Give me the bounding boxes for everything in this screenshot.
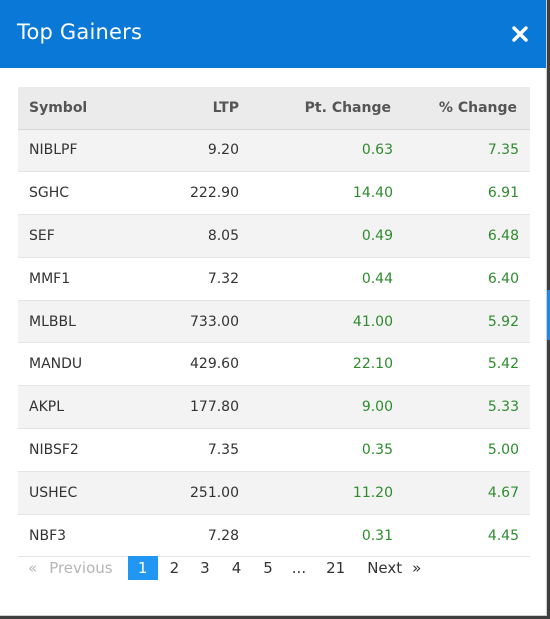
cell-pt-change: 11.20 [239, 471, 394, 515]
table-row[interactable]: USHEC 251.00 11.20 4.67 [18, 471, 530, 515]
cell-pt-change: 22.10 [239, 342, 394, 387]
table-header-row: Symbol LTP Pt. Change % Change [18, 87, 530, 130]
cell-ltp: 177.80 [148, 385, 239, 430]
gainers-table: Symbol LTP Pt. Change % Change NIBLPF 9.… [18, 87, 530, 558]
cell-ltp: 7.35 [148, 428, 239, 472]
cell-symbol[interactable]: AKPL [18, 385, 148, 430]
cell-symbol[interactable]: SEF [18, 214, 148, 258]
page-button-4[interactable]: 4 [231, 559, 242, 577]
cell-ltp: 251.00 [148, 471, 239, 515]
cell-pt-change: 0.49 [239, 214, 394, 258]
cell-ltp: 429.60 [148, 342, 239, 387]
cell-symbol[interactable]: NBF3 [18, 514, 148, 558]
table-row[interactable]: NIBLPF 9.20 0.63 7.35 [18, 129, 530, 173]
cell-symbol[interactable]: MMF1 [18, 257, 148, 301]
modal-header: Top Gainers [0, 0, 546, 68]
cell-ltp: 222.90 [148, 171, 239, 216]
cell-pt-change: 0.63 [239, 129, 394, 173]
table-row[interactable]: MMF1 7.32 0.44 6.40 [18, 257, 530, 301]
pagination: « Previous 1 2 3 4 5 ... 21 Next » [28, 556, 421, 580]
cell-pt-change: 0.31 [239, 514, 394, 558]
backdrop-fragment [544, 290, 550, 340]
cell-ltp: 7.28 [148, 514, 239, 558]
column-header-symbol[interactable]: Symbol [18, 87, 148, 130]
page-button-1[interactable]: 1 [127, 556, 158, 580]
cell-symbol[interactable]: MANDU [18, 342, 148, 387]
gainers-table-container: Symbol LTP Pt. Change % Change NIBLPF 9.… [18, 87, 530, 558]
cell-pt-change: 0.35 [239, 428, 394, 472]
next-page-button[interactable]: Next [367, 559, 403, 577]
cell-pct-change: 7.35 [394, 129, 530, 173]
cell-pt-change: 41.00 [239, 300, 394, 344]
cell-pct-change: 6.91 [394, 171, 530, 216]
cell-pct-change: 4.45 [394, 514, 530, 558]
cell-pct-change: 6.40 [394, 257, 530, 301]
column-header-pct-change[interactable]: % Change [394, 87, 530, 130]
table-row[interactable]: MANDU 429.60 22.10 5.42 [18, 342, 530, 387]
table-row[interactable]: MLBBL 733.00 41.00 5.92 [18, 300, 530, 344]
column-header-pt-change[interactable]: Pt. Change [239, 87, 394, 130]
cell-pt-change: 14.40 [239, 171, 394, 216]
table-row[interactable]: NBF3 7.28 0.31 4.45 [18, 514, 530, 558]
cell-pct-change: 6.48 [394, 214, 530, 258]
page-button-3[interactable]: 3 [200, 559, 210, 577]
cell-symbol[interactable]: NIBLPF [18, 129, 148, 173]
table-row[interactable]: AKPL 177.80 9.00 5.33 [18, 385, 530, 430]
table-row[interactable]: SEF 8.05 0.49 6.48 [18, 214, 530, 258]
next-arrow: » [412, 559, 422, 577]
cell-symbol[interactable]: SGHC [18, 171, 148, 216]
cell-ltp: 8.05 [148, 214, 239, 258]
column-header-ltp[interactable]: LTP [148, 87, 239, 130]
table-row[interactable]: SGHC 222.90 14.40 6.91 [18, 171, 530, 216]
close-button[interactable] [510, 22, 530, 46]
page-button-21[interactable]: 21 [326, 559, 346, 577]
page-button-2[interactable]: 2 [169, 559, 180, 577]
cell-pct-change: 5.00 [394, 428, 530, 472]
cell-symbol[interactable]: NIBSF2 [18, 428, 148, 472]
pagination-ellipsis: ... [291, 559, 307, 577]
cell-pct-change: 4.67 [394, 471, 530, 515]
prev-arrow: « [28, 559, 38, 577]
cell-pt-change: 0.44 [239, 257, 394, 301]
modal-title: Top Gainers [17, 20, 143, 44]
cell-pt-change: 9.00 [239, 385, 394, 430]
cell-pct-change: 5.42 [394, 342, 530, 387]
page-button-5[interactable]: 5 [263, 559, 273, 577]
cell-symbol[interactable]: MLBBL [18, 300, 148, 344]
cell-ltp: 733.00 [148, 300, 239, 344]
previous-page-button[interactable]: Previous [49, 559, 113, 577]
cell-ltp: 9.20 [148, 129, 239, 173]
cell-ltp: 7.32 [148, 257, 239, 301]
cell-symbol[interactable]: USHEC [18, 471, 148, 515]
cell-pct-change: 5.33 [394, 385, 530, 430]
table-row[interactable]: NIBSF2 7.35 0.35 5.00 [18, 428, 530, 472]
cell-pct-change: 5.92 [394, 300, 530, 344]
close-icon [512, 26, 528, 42]
